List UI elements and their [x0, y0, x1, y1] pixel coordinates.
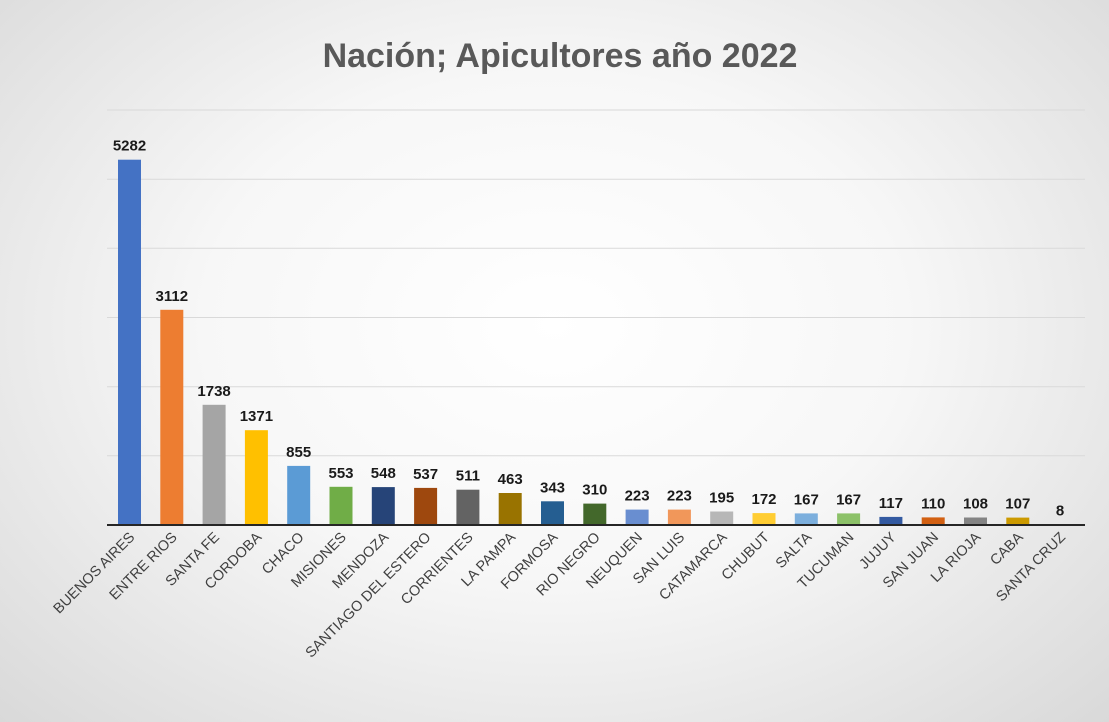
value-label: 855	[286, 444, 311, 461]
value-label: 553	[328, 465, 353, 482]
value-label: 167	[794, 491, 819, 508]
bar	[456, 489, 480, 525]
value-label: 511	[456, 468, 480, 485]
value-label: 167	[836, 491, 861, 508]
bar	[964, 517, 987, 525]
value-label: 223	[667, 488, 692, 505]
value-label: 172	[751, 491, 776, 508]
bar	[710, 511, 734, 525]
value-label: 108	[963, 496, 988, 513]
value-label: 548	[371, 465, 396, 482]
value-label: 537	[413, 466, 438, 483]
bar	[118, 159, 141, 525]
chart-title: Nación; Apicultores año 2022	[323, 37, 798, 75]
value-label: 1738	[197, 383, 230, 400]
bar	[1006, 517, 1030, 525]
value-label: 107	[1005, 496, 1030, 513]
value-label: 1371	[240, 408, 273, 425]
value-label: 8	[1056, 502, 1064, 519]
bar	[794, 513, 818, 525]
value-label: 3112	[156, 288, 189, 305]
value-label: 343	[540, 479, 565, 496]
bar	[244, 430, 268, 525]
value-label: 5282	[113, 138, 146, 155]
bar	[371, 487, 395, 525]
bar	[667, 509, 691, 525]
bar	[329, 486, 353, 525]
gridlines	[107, 109, 1085, 457]
bar	[541, 501, 564, 525]
value-label: 223	[625, 488, 650, 505]
bar	[625, 509, 649, 525]
bar	[583, 503, 607, 525]
bar	[160, 309, 184, 525]
value-label: 310	[582, 482, 607, 499]
bars	[118, 159, 1072, 525]
value-labels: 5282 3112 1738 1371 855 553 548 537 511 463 343 310…	[113, 138, 1064, 520]
bar	[498, 493, 522, 525]
category-label: CABA	[987, 529, 1026, 568]
bar	[837, 513, 861, 525]
value-label: 195	[709, 490, 734, 507]
bar	[414, 487, 438, 525]
bar	[752, 513, 776, 525]
bar	[879, 516, 903, 525]
bar	[287, 465, 311, 525]
value-label: 463	[498, 471, 523, 488]
bar	[202, 404, 226, 525]
value-label: 117	[879, 495, 903, 512]
bar	[921, 517, 945, 525]
value-label: 110	[921, 495, 945, 512]
